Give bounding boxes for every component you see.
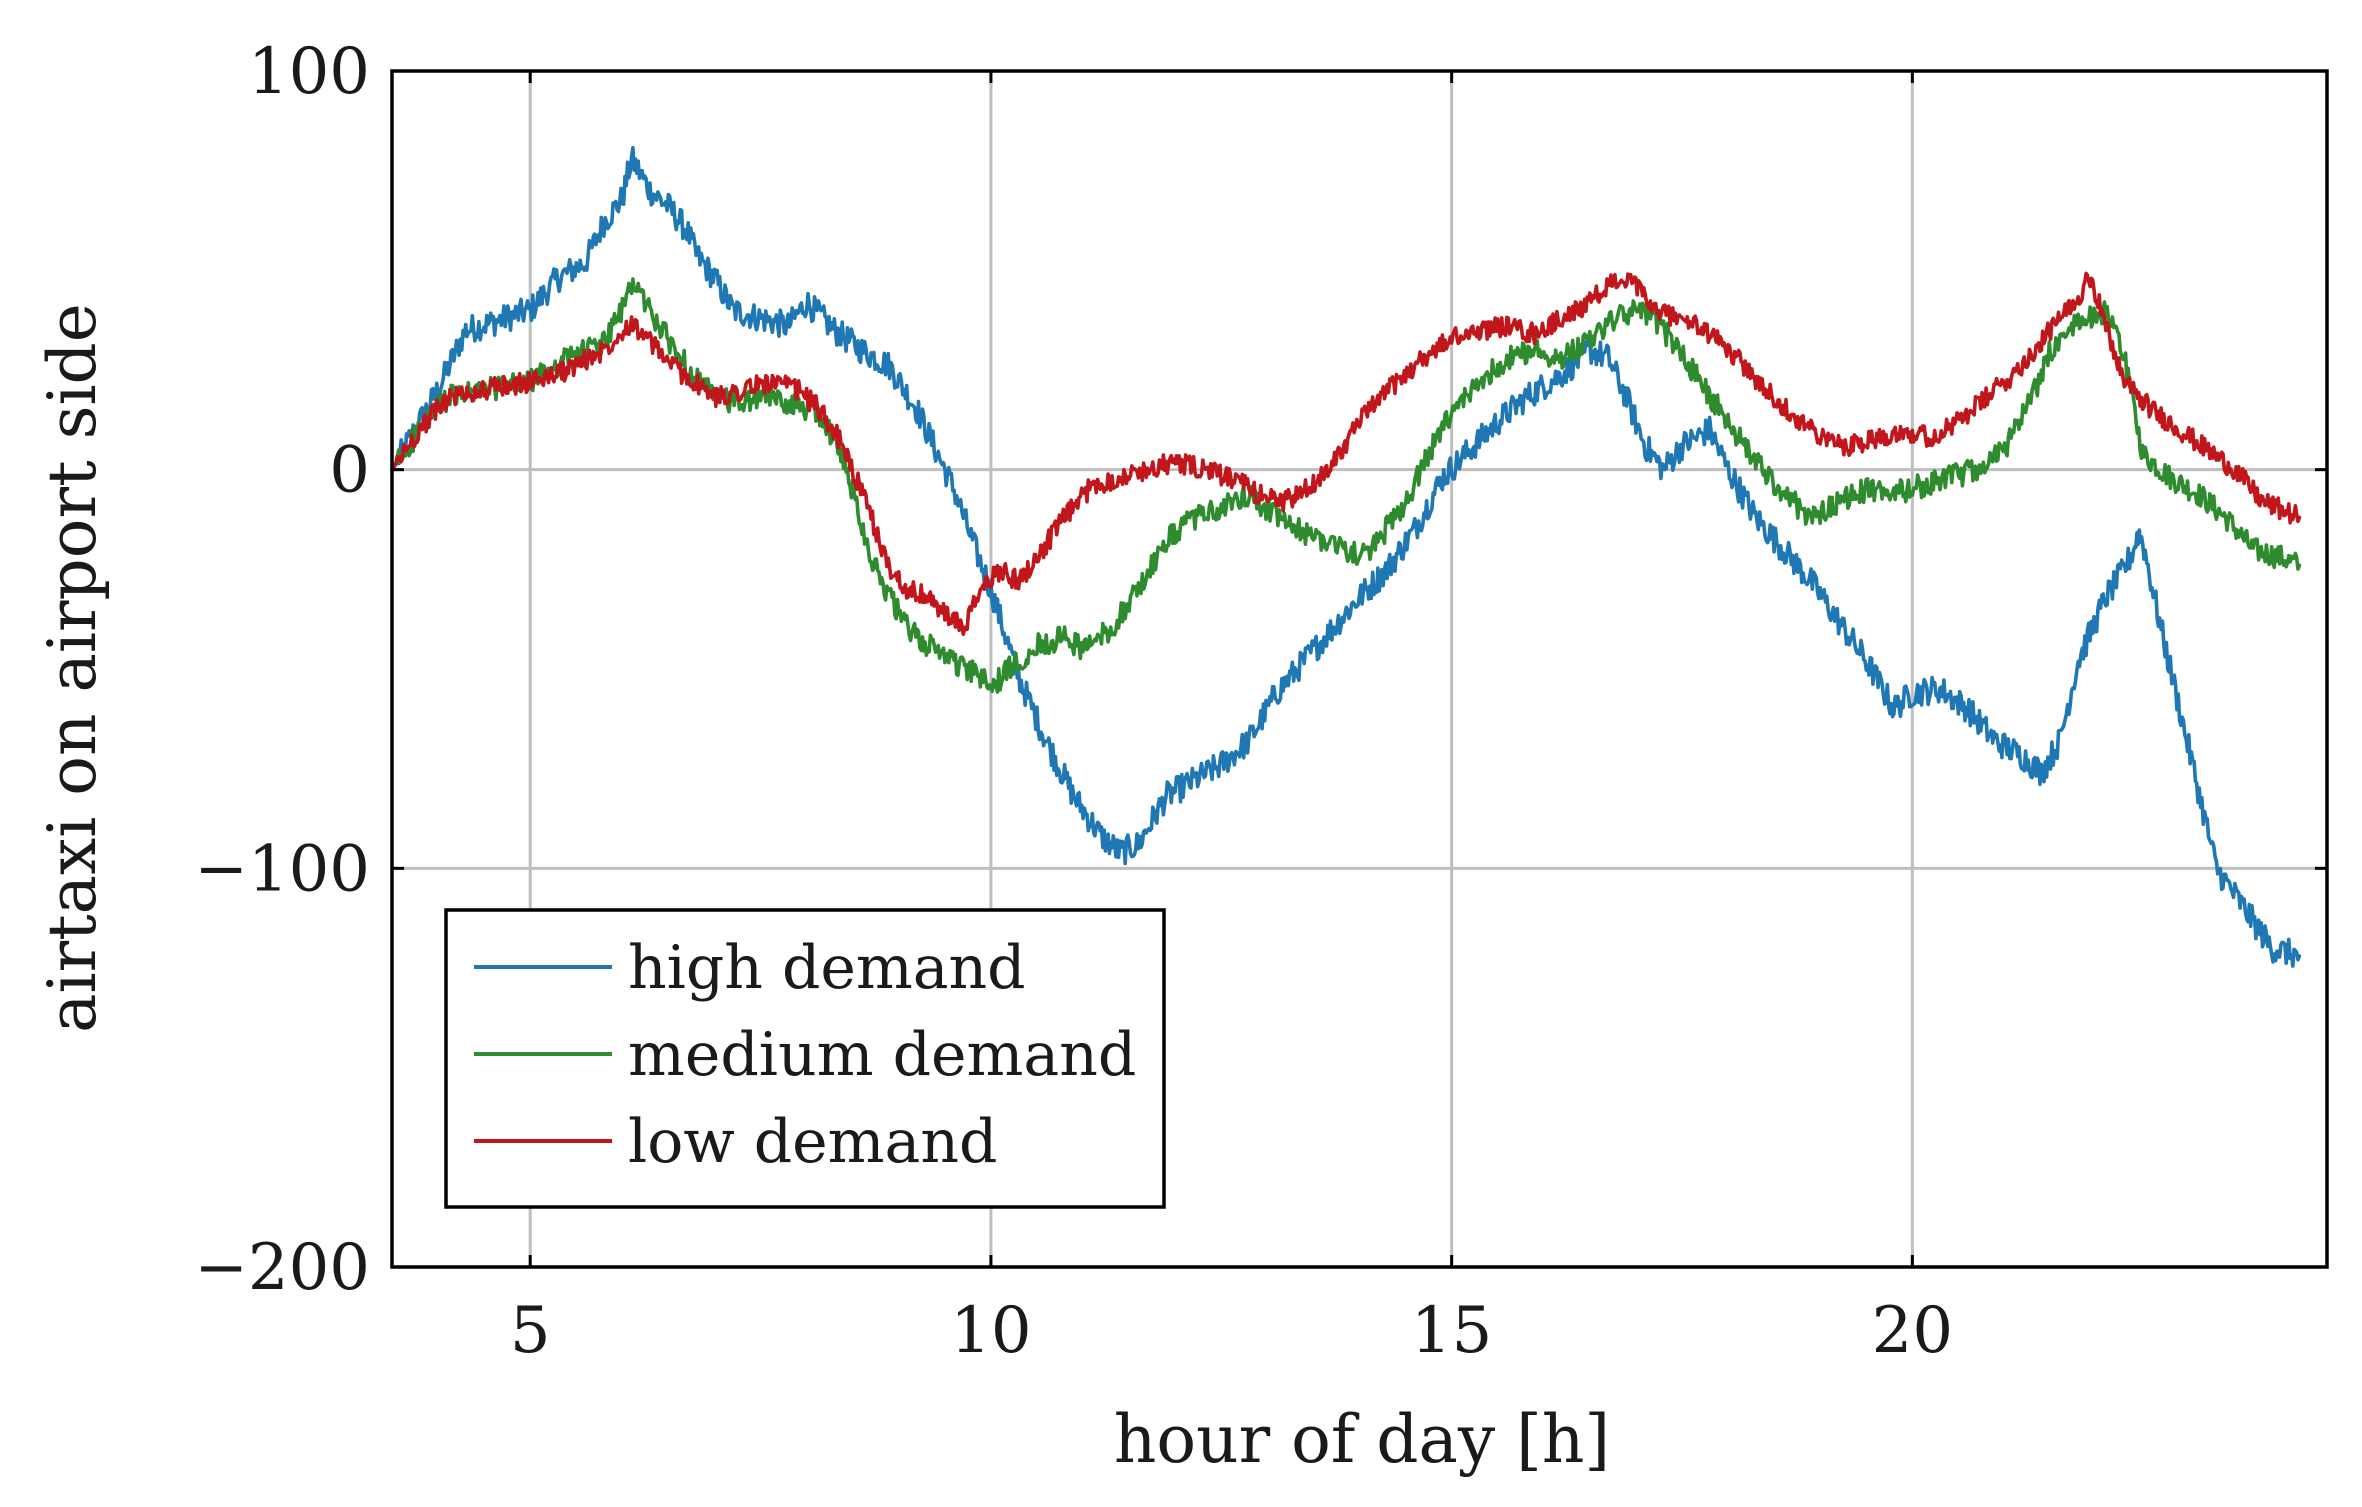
x-tick-label-20: 20 [1872, 1294, 1953, 1368]
legend-label-low-demand: low demand [628, 1107, 997, 1177]
legend: high demand medium demand low demand [444, 908, 1166, 1209]
y-tick-label-100: 100 [248, 35, 370, 109]
y-tick-label-0: 0 [329, 434, 370, 508]
series-line-medium-demand [390, 277, 2302, 694]
y-axis-label: airtaxi on airport side [34, 303, 111, 1033]
series-lines [390, 146, 2302, 968]
x-tick-label-5: 5 [510, 1294, 551, 1368]
x-axis-label: hour of day [h] [1114, 1401, 1610, 1478]
y-tick-label--100: −100 [194, 832, 370, 906]
series-line-low-demand [390, 271, 2302, 637]
axis-ticks: 5 10 15 20 100 0 −100 −200 [194, 35, 2327, 1368]
y-tick-label--200: −200 [194, 1231, 370, 1305]
legend-label-high-demand: high demand [628, 933, 1026, 1003]
x-tick-label-10: 10 [950, 1294, 1031, 1368]
x-tick-label-15: 15 [1411, 1294, 1492, 1368]
legend-label-medium-demand: medium demand [628, 1020, 1136, 1090]
series-line-high-demand [390, 146, 2302, 968]
plot-frame [390, 69, 2329, 1269]
legend-box [444, 908, 1166, 1209]
